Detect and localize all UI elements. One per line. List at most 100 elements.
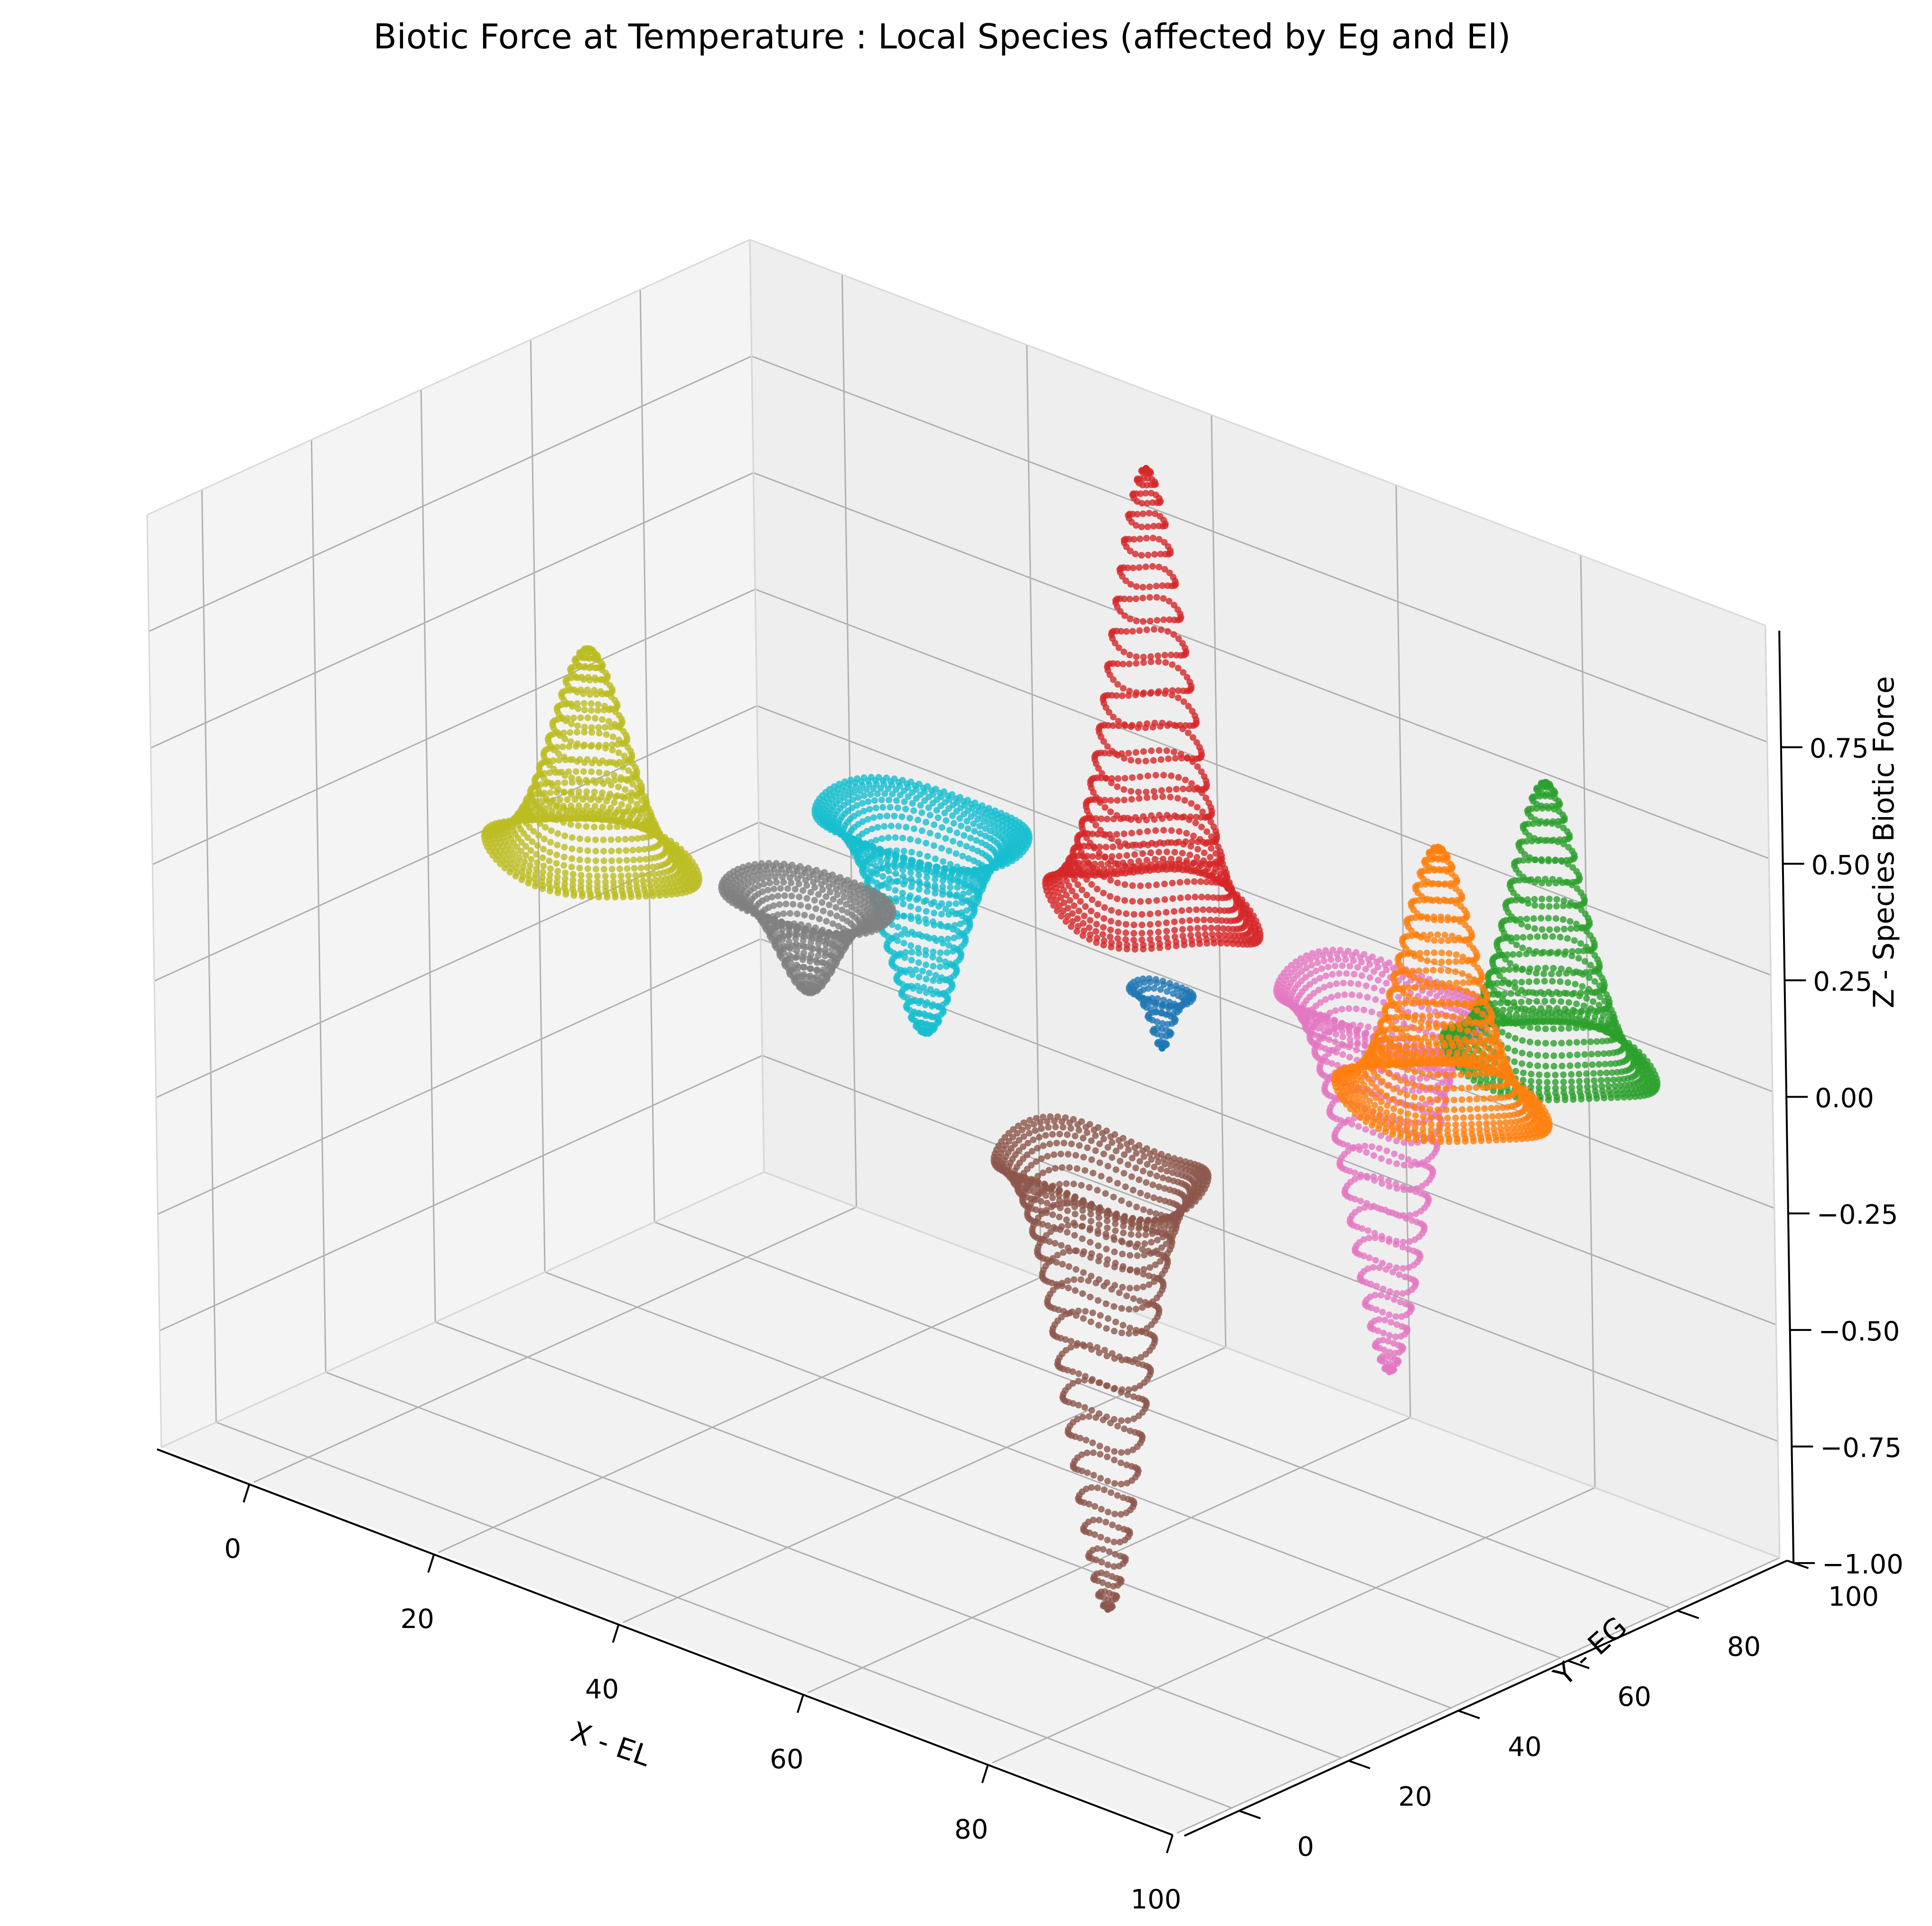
scatter-point	[1074, 923, 1082, 930]
scatter-point	[572, 768, 579, 775]
scatter-point	[1581, 958, 1588, 965]
scatter-point	[887, 804, 894, 811]
scatter-point	[855, 794, 862, 801]
scatter-point	[1122, 840, 1129, 847]
scatter-point	[1130, 936, 1137, 943]
scatter-point	[926, 969, 933, 977]
scatter-point	[930, 990, 936, 997]
scatter-point	[938, 845, 945, 852]
scatter-point	[1326, 982, 1334, 989]
scatter-point	[944, 935, 952, 942]
scatter-point	[952, 850, 960, 857]
scatter-point	[1073, 860, 1080, 867]
scatter-point	[1211, 940, 1218, 947]
scatter-point	[827, 910, 834, 917]
scatter-point	[1334, 992, 1341, 999]
scatter-point	[1193, 814, 1200, 820]
scatter-point	[567, 729, 574, 736]
scatter-point	[1307, 956, 1314, 963]
scatter-point	[599, 716, 606, 723]
scatter-point	[1129, 841, 1136, 848]
scatter-point	[1576, 969, 1583, 976]
scatter-point	[936, 977, 943, 985]
scatter-point	[1147, 921, 1154, 928]
scatter-point	[1591, 978, 1598, 985]
scatter-point	[1146, 510, 1153, 517]
scatter-point	[1385, 1209, 1392, 1216]
scatter-point	[915, 974, 923, 980]
scatter-point	[922, 1021, 929, 1028]
scatter-point	[1129, 863, 1136, 870]
scatter-point	[1407, 1212, 1413, 1219]
scatter-point	[1500, 1014, 1507, 1021]
scatter-point	[1217, 907, 1223, 914]
scatter-point	[1333, 980, 1340, 987]
scatter-point	[1089, 817, 1096, 824]
scatter-point	[938, 936, 945, 942]
scatter-point	[923, 976, 930, 983]
scatter-point	[1147, 911, 1154, 918]
scatter-point	[1539, 926, 1546, 933]
scatter-point	[901, 798, 908, 805]
scatter-point	[1404, 1289, 1411, 1296]
scatter-point	[1548, 970, 1555, 977]
scatter-point	[1542, 782, 1549, 790]
scatter-point	[1513, 934, 1520, 941]
scatter-point	[1145, 863, 1152, 870]
scatter-point	[1583, 1078, 1590, 1084]
scatter-point	[1167, 793, 1174, 800]
scatter-point	[1510, 951, 1517, 958]
scatter-point	[1377, 1175, 1384, 1182]
scatter-point	[559, 743, 566, 750]
scatter-point	[1159, 793, 1166, 800]
scatter-point	[961, 832, 968, 839]
scatter-point	[1353, 1005, 1360, 1013]
scatter-point	[863, 786, 870, 793]
scatter-point	[931, 935, 938, 942]
scatter-point	[938, 922, 945, 930]
scatter-point	[1573, 1000, 1580, 1007]
scatter-point	[1108, 943, 1115, 950]
scatter-point	[971, 887, 978, 893]
scatter-point	[1552, 915, 1559, 922]
scatter-point	[931, 899, 937, 906]
scatter-point	[1519, 944, 1526, 951]
pane-edge	[764, 1171, 1780, 1559]
scatter-point	[1143, 789, 1150, 796]
scatter-point	[857, 787, 864, 794]
scatter-point	[1115, 838, 1122, 845]
scatter-point	[1526, 854, 1533, 861]
scatter-point	[892, 887, 899, 894]
scatter-point	[1405, 1156, 1412, 1163]
scatter-point	[815, 891, 822, 898]
scatter-point	[1187, 932, 1194, 939]
scatter-point	[1322, 972, 1329, 979]
scatter-point	[1169, 687, 1176, 694]
scatter-point	[1156, 522, 1162, 530]
scatter-point	[1187, 813, 1194, 820]
scatter-point	[911, 825, 917, 832]
grid-line-x-floor	[438, 1276, 1042, 1554]
scatter-point	[976, 823, 983, 830]
scatter-point	[903, 969, 910, 976]
scatter-point	[923, 920, 930, 927]
scatter-point	[1582, 1061, 1589, 1069]
scatter-point	[1512, 963, 1519, 970]
scatter-point	[1559, 916, 1567, 923]
scatter-point	[1544, 837, 1551, 844]
scatter-point	[954, 884, 961, 891]
scatter-point	[1080, 920, 1087, 927]
scatter-point	[1069, 910, 1076, 917]
scatter-point	[1358, 972, 1365, 979]
scatter-point	[915, 999, 923, 1006]
scatter-point	[1590, 1007, 1597, 1014]
scatter-point	[1121, 721, 1128, 728]
scatter-point	[1563, 990, 1570, 997]
scatter-point	[1191, 878, 1198, 885]
scatter-point	[1173, 651, 1180, 659]
scatter-point	[622, 786, 629, 793]
scatter-point	[1580, 1002, 1587, 1009]
scatter-point	[1366, 974, 1373, 981]
scatter-point	[932, 856, 939, 862]
scatter-point	[965, 855, 972, 862]
